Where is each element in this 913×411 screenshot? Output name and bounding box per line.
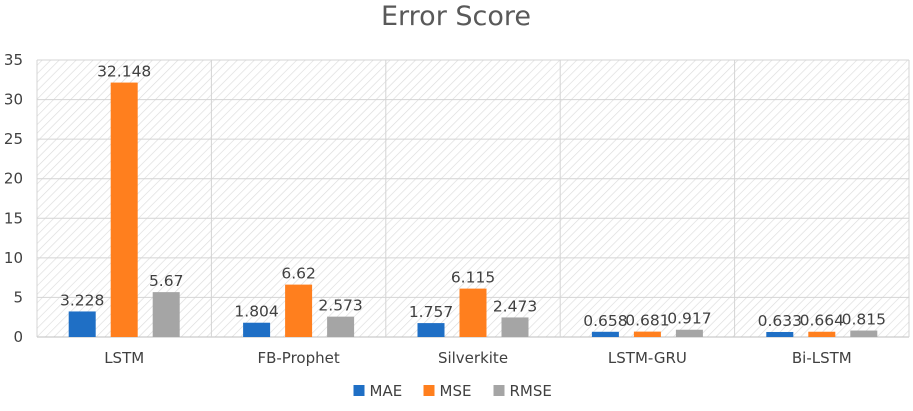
bar-rmse-silverkite (501, 317, 529, 337)
x-tick-label: Bi-LSTM (792, 349, 852, 367)
x-tick-label: Silverkite (438, 349, 508, 367)
x-axis-ticks: LSTM FB-Prophet Silverkite LSTM-GRU Bi-LSTM (104, 349, 852, 367)
y-axis-ticks: 0 5 10 15 20 25 30 35 (4, 51, 23, 346)
data-label-rmse: 0.917 (667, 310, 711, 328)
data-label-mae: 1.804 (234, 303, 278, 321)
data-label-mae: 0.658 (583, 312, 627, 330)
x-tick-label: LSTM (104, 349, 144, 367)
bar-mse-silverkite (459, 288, 487, 337)
y-tick-label: 30 (4, 91, 23, 109)
bar-mae-lstm (68, 311, 96, 337)
legend: MAE MSE RMSE (353, 382, 552, 400)
bar-mse-bi-lstm (808, 331, 836, 337)
y-tick-label: 35 (4, 51, 23, 69)
bar-mae-silverkite (417, 323, 445, 337)
legend-swatch-rmse (493, 385, 505, 396)
data-label-mse: 6.62 (281, 265, 316, 283)
bar-mae-fb-prophet (243, 322, 271, 337)
data-label-mae: 1.757 (409, 303, 453, 321)
data-label-mse: 0.664 (800, 312, 844, 330)
y-tick-label: 20 (4, 170, 23, 188)
chart-title: Error Score (381, 1, 531, 32)
legend-label-mae: MAE (370, 382, 403, 400)
bar-mse-lstm (110, 82, 138, 338)
bar-rmse-lstm-gru (675, 329, 703, 337)
legend-swatch-mse (423, 385, 435, 396)
bar-rmse-lstm (152, 292, 180, 337)
data-labels: 3.228 32.148 5.67 1.804 6.622.573 1.757 6.115 2… (60, 63, 886, 330)
data-label-rmse: 2.573 (318, 297, 362, 315)
y-tick-label: 25 (4, 130, 23, 148)
legend-label-rmse: RMSE (510, 382, 552, 400)
y-tick-label: 0 (13, 328, 23, 346)
y-tick-label: 5 (13, 288, 23, 306)
data-label-mse: 0.681 (625, 312, 669, 330)
data-label-mae: 3.228 (60, 291, 104, 309)
data-label-mse: 6.115 (451, 269, 495, 287)
x-tick-label: FB-Prophet (257, 349, 339, 367)
data-label-rmse: 2.473 (493, 297, 537, 315)
bar-mae-lstm-gru (591, 331, 619, 337)
bar-rmse-fb-prophet (327, 316, 355, 337)
bar-mae-bi-lstm (766, 331, 794, 337)
bar-mse-lstm-gru (633, 331, 661, 337)
data-label-rmse: 0.815 (842, 311, 886, 329)
data-label-rmse: 5.67 (149, 272, 184, 290)
data-label-mae: 0.633 (758, 312, 802, 330)
bar-mse-fb-prophet (285, 284, 313, 337)
legend-swatch-mae (353, 385, 365, 396)
bar-rmse-bi-lstm (850, 330, 878, 337)
data-label-mse: 32.148 (97, 63, 151, 81)
y-tick-label: 15 (4, 209, 23, 227)
bars (68, 82, 878, 338)
legend-label-mse: MSE (440, 382, 472, 400)
x-tick-label: LSTM-GRU (608, 349, 687, 367)
y-tick-label: 10 (4, 249, 23, 267)
